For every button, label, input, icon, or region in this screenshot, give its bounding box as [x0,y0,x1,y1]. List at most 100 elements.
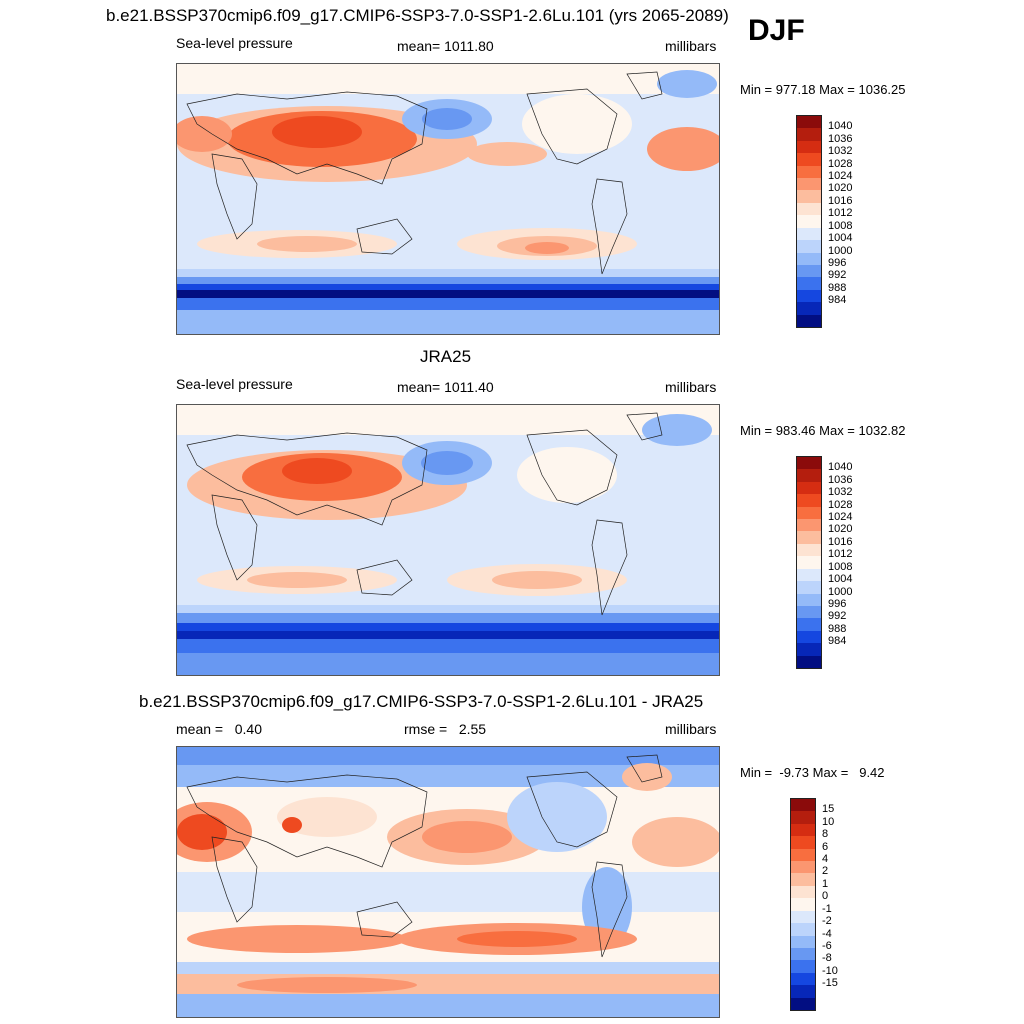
panel-3-minmax: Min = -9.73 Max = 9.42 [740,765,885,780]
colorbar-tick-label: 2 [822,865,829,878]
colorbar-box [797,314,821,328]
colorbar-box [797,494,821,508]
colorbar-tick-label: 1016 [828,194,853,207]
colorbar-box [797,264,821,278]
colorbar-box [797,190,821,204]
panel-2-minmax: Min = 983.46 Max = 1032.82 [740,423,906,438]
colorbar-tick-label: 1032 [828,486,853,499]
colorbar-box [797,116,821,129]
colorbar-box [791,960,815,974]
colorbar-tick-label: 988 [828,622,847,635]
panel-1-colorbar [796,115,822,328]
panel-1-mean-label: mean= 1011.80 [397,38,494,54]
colorbar-box [791,823,815,837]
colorbar-box [791,836,815,850]
colorbar-tick-label: -4 [822,927,832,940]
colorbar-box [791,935,815,949]
panel-2-units-label: millibars [665,379,717,395]
colorbar-tick-label: 1040 [828,120,853,133]
colorbar-tick-label: -6 [822,939,832,952]
colorbar-tick-label: 984 [828,635,847,648]
colorbar-tick-label: 1020 [828,182,853,195]
panel-2-title: JRA25 [420,347,472,366]
colorbar-tick-label: -15 [822,977,838,990]
colorbar-tick-label: 1024 [828,170,853,183]
colorbar-box [791,848,815,862]
panel-1-units-label: millibars [665,38,717,54]
colorbar-tick-label: 1028 [828,157,853,170]
colorbar-box [797,215,821,229]
colorbar-tick-label: 0 [822,890,829,903]
colorbar-box [797,240,821,254]
panel-3-map [176,746,720,1018]
colorbar-box [797,630,821,644]
colorbar-box [797,153,821,167]
colorbar-box [791,873,815,887]
colorbar-tick-label: 1016 [828,535,853,548]
colorbar-box [791,997,815,1011]
colorbar-box [791,811,815,825]
colorbar-box [797,252,821,266]
panel-3-units-label: millibars [665,721,717,737]
colorbar-tick-label: 8 [822,828,829,841]
panel-1-map [176,63,720,335]
colorbar-box [797,128,821,142]
colorbar-tick-label: 1004 [828,232,853,245]
panel-3-colorbar [790,798,816,1011]
colorbar-tick-label: 1028 [828,498,853,511]
colorbar-box [797,519,821,532]
panel-2-colorbar [796,456,822,669]
colorbar-tick-label: -10 [822,964,838,977]
panel-2-variable-label: Sea-level pressure [176,376,293,392]
colorbar-box [797,593,821,607]
colorbar-tick-label: 1036 [828,473,853,486]
panel-1-minmax: Min = 977.18 Max = 1036.25 [740,82,906,97]
colorbar-tick-label: 992 [828,610,847,623]
colorbar-box [797,178,821,191]
panel-1-variable-label: Sea-level pressure [176,35,293,51]
colorbar-box [797,277,821,291]
colorbar-tick-label: 1012 [828,548,853,561]
colorbar-box [797,289,821,303]
colorbar-tick-label: 6 [822,840,829,853]
colorbar-tick-label: 1000 [828,244,853,257]
colorbar-box [797,165,821,179]
colorbar-box [797,302,821,316]
panel-3-title: b.e21.BSSP370cmip6.f09_g17.CMIP6-SSP3-7.… [139,692,704,711]
colorbar-tick-label: 988 [828,281,847,294]
colorbar-box [797,140,821,154]
colorbar-box [797,568,821,582]
colorbar-box [791,799,815,812]
colorbar-box [797,605,821,619]
colorbar-tick-label: 1008 [828,560,853,573]
colorbar-tick-label: 1004 [828,573,853,586]
colorbar-box [797,581,821,595]
colorbar-box [791,910,815,924]
colorbar-tick-label: 996 [828,256,847,269]
colorbar-box [791,923,815,937]
colorbar-tick-label: -2 [822,915,832,928]
colorbar-box [791,947,815,961]
colorbar-box [797,643,821,657]
colorbar-box [797,543,821,557]
colorbar-box [791,885,815,899]
colorbar-tick-label: 10 [822,815,835,828]
colorbar-box [797,531,821,545]
colorbar-tick-label: 996 [828,597,847,610]
colorbar-tick-label: 992 [828,269,847,282]
colorbar-tick-label: 15 [822,803,835,816]
colorbar-tick-label: 1040 [828,461,853,474]
panel-3-mean-label: mean = 0.40 [176,721,263,737]
colorbar-tick-label: 984 [828,294,847,307]
season-label: DJF [748,14,805,47]
panel-2-mean-label: mean= 1011.40 [397,379,494,395]
colorbar-box [797,506,821,520]
colorbar-tick-label: -8 [822,952,832,965]
colorbar-box [791,972,815,986]
colorbar-tick-label: 1024 [828,511,853,524]
colorbar-box [797,469,821,483]
colorbar-tick-label: 1000 [828,585,853,598]
colorbar-box [797,481,821,495]
colorbar-box [797,227,821,241]
panel-2-map [176,404,720,676]
